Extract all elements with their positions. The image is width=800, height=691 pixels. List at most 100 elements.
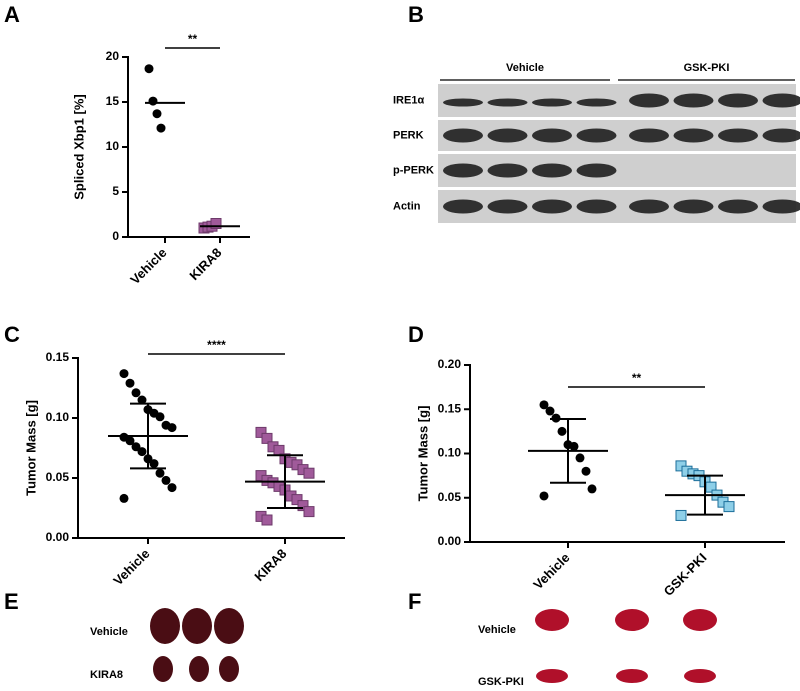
data-point bbox=[137, 395, 147, 405]
blot-band bbox=[576, 163, 617, 178]
x-tick-label: Vehicle bbox=[127, 245, 169, 287]
blot-band bbox=[576, 98, 617, 107]
blot-row-label: PERK bbox=[393, 129, 424, 141]
data-point bbox=[575, 453, 585, 463]
tumor bbox=[683, 609, 717, 631]
tumor bbox=[616, 669, 648, 683]
data-point bbox=[569, 441, 579, 451]
data-point bbox=[155, 468, 165, 478]
data-point bbox=[291, 494, 303, 506]
data-point bbox=[297, 500, 309, 512]
photo-row-label: Vehicle bbox=[478, 624, 516, 636]
y-axis-label: Spliced Xbp1 [%] bbox=[71, 94, 86, 199]
tumor bbox=[189, 656, 209, 682]
data-point bbox=[167, 423, 177, 433]
data-point bbox=[149, 459, 159, 469]
blot-band bbox=[718, 199, 758, 214]
data-point bbox=[125, 378, 135, 388]
significance-label: ** bbox=[188, 32, 198, 46]
blot-band bbox=[718, 93, 758, 108]
blot-band bbox=[443, 199, 483, 214]
blot-band bbox=[487, 128, 528, 143]
tumor bbox=[182, 608, 212, 644]
tumor bbox=[536, 669, 568, 683]
panel-label: A bbox=[4, 2, 20, 27]
blot-band bbox=[718, 128, 758, 143]
photo-row-label: GSK-PKI bbox=[478, 676, 524, 688]
data-point bbox=[261, 432, 273, 444]
blot-band bbox=[576, 199, 617, 214]
blot-band bbox=[762, 128, 800, 143]
blot-band bbox=[762, 199, 800, 214]
data-point bbox=[161, 475, 171, 485]
x-tick-label: GSK-PKI bbox=[661, 550, 710, 599]
data-point bbox=[545, 406, 555, 416]
blot-band bbox=[673, 199, 714, 214]
blot-row-label: IRE1α bbox=[393, 94, 424, 106]
tumor bbox=[214, 608, 244, 644]
tumor bbox=[153, 656, 173, 682]
data-point bbox=[137, 447, 147, 457]
data-point bbox=[255, 426, 267, 438]
x-tick-label: Vehicle bbox=[110, 546, 152, 588]
blot-band bbox=[673, 93, 714, 108]
group-label: GSK-PKI bbox=[684, 62, 730, 74]
data-point bbox=[261, 514, 273, 526]
blot-band bbox=[673, 128, 714, 143]
panel-label: D bbox=[408, 322, 424, 347]
blot-band bbox=[576, 128, 617, 143]
panel-label: C bbox=[4, 322, 20, 347]
y-tick-label: 15 bbox=[106, 94, 120, 108]
data-point bbox=[119, 493, 129, 503]
photo-row-label: Vehicle bbox=[90, 626, 128, 638]
y-tick-label: 0.15 bbox=[46, 350, 70, 364]
blot-band bbox=[487, 199, 528, 214]
data-point bbox=[131, 442, 141, 452]
y-tick-label: 0.15 bbox=[438, 401, 462, 415]
y-tick-label: 0.05 bbox=[438, 490, 462, 504]
data-point bbox=[539, 491, 549, 501]
data-point bbox=[148, 96, 158, 106]
tumor bbox=[615, 609, 649, 631]
data-point bbox=[587, 484, 597, 494]
y-tick-label: 5 bbox=[112, 184, 119, 198]
data-point bbox=[144, 64, 154, 74]
y-tick-label: 0.10 bbox=[438, 446, 462, 460]
blot-band bbox=[443, 128, 483, 143]
data-point bbox=[581, 466, 591, 476]
significance-label: ** bbox=[632, 371, 642, 385]
data-point bbox=[539, 400, 549, 410]
blot-row-label: Actin bbox=[393, 200, 421, 212]
blot-band bbox=[532, 199, 572, 214]
panel-label: B bbox=[408, 2, 424, 27]
blot-band bbox=[629, 93, 669, 108]
blot-band bbox=[762, 93, 800, 108]
blot-band bbox=[443, 163, 483, 178]
blot-band bbox=[629, 199, 669, 214]
blot-band bbox=[629, 128, 669, 143]
blot-band bbox=[487, 98, 528, 107]
y-tick-label: 0 bbox=[112, 229, 119, 243]
blot-band bbox=[532, 98, 572, 107]
y-axis-label: Tumor Mass [g] bbox=[415, 406, 430, 502]
data-point bbox=[303, 467, 315, 479]
data-point bbox=[125, 436, 135, 446]
tumor bbox=[219, 656, 239, 682]
data-point bbox=[675, 509, 687, 521]
y-tick-label: 0.10 bbox=[46, 410, 70, 424]
data-point bbox=[167, 483, 177, 493]
data-point bbox=[723, 501, 735, 513]
data-point bbox=[119, 369, 129, 379]
x-tick-label: KIRA8 bbox=[186, 245, 224, 283]
data-point bbox=[210, 218, 222, 229]
tumor bbox=[684, 669, 716, 683]
data-point bbox=[303, 506, 315, 518]
blot-row-label: p-PERK bbox=[393, 164, 434, 176]
tumor bbox=[150, 608, 180, 644]
significance-label: **** bbox=[207, 338, 226, 352]
data-point bbox=[156, 123, 166, 133]
data-point bbox=[131, 388, 141, 398]
group-label: Vehicle bbox=[506, 62, 544, 74]
x-tick-label: KIRA8 bbox=[251, 546, 289, 584]
